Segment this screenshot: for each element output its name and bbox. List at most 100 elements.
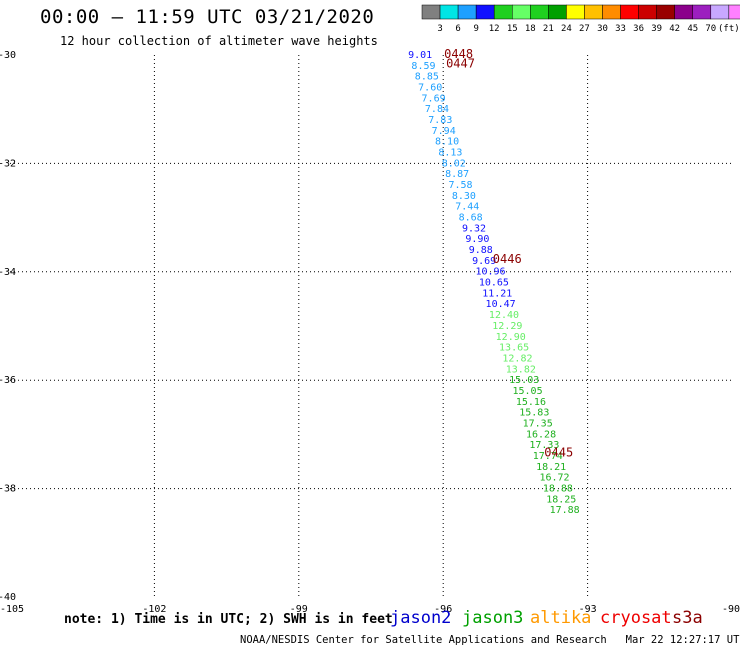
swh-data-label: 11.21 [482, 288, 512, 299]
swh-data-label: 7.58 [448, 180, 472, 191]
swh-data-label: 8.87 [445, 169, 469, 180]
swh-data-label: 8.30 [452, 191, 476, 202]
colorbar-swatch [728, 4, 740, 20]
swh-data-label: 8.85 [415, 72, 439, 83]
legend-jason2: jason2 [390, 608, 452, 628]
swh-data-label: 7.60 [418, 82, 442, 93]
swh-data-label: 8.68 [459, 213, 483, 224]
swh-data-label: 8.10 [435, 137, 459, 148]
y-tick-label: -40 [0, 592, 16, 603]
swh-data-label: 18.21 [536, 462, 566, 473]
y-tick-label: -30 [0, 50, 16, 61]
x-tick-label: -102 [142, 604, 166, 615]
colorbar-label: 33 [615, 24, 626, 34]
colorbar-swatch [638, 4, 657, 20]
x-tick-label: -90 [722, 604, 740, 615]
y-tick-label: -34 [0, 267, 16, 278]
swh-data-label: 8.59 [411, 61, 435, 72]
credit-text: NOAA/NESDIS Center for Satellite Applica… [240, 634, 607, 646]
units-note: note: 1) Time is in UTC; 2) SWH is in fe… [64, 612, 393, 627]
legend-jason3: jason3 [462, 608, 524, 628]
colorbar-label: 70 [705, 24, 716, 34]
colorbar-swatch [602, 4, 621, 20]
pass-time-label: 0448 [444, 47, 473, 61]
swh-data-label: 15.16 [516, 397, 546, 408]
colorbar-label: 45 [687, 24, 698, 34]
swh-data-label: 15.03 [509, 375, 539, 386]
pass-time-label: 0447 [446, 57, 475, 71]
colorbar-swatch [710, 4, 730, 20]
swh-data-label: 10.65 [479, 278, 509, 289]
colorbar-label: 15 [507, 24, 518, 34]
credit-line: NOAA/NESDIS Center for Satellite Applica… [240, 634, 740, 646]
colorbar-swatch [530, 4, 549, 20]
swh-data-label: 9.32 [462, 223, 486, 234]
swh-data-label: 8.02 [442, 158, 466, 169]
colorbar-swatch [421, 4, 441, 20]
colorbar-swatch [584, 4, 603, 20]
y-tick-label: -38 [0, 484, 16, 495]
swh-data-label: 15.83 [519, 408, 549, 419]
colorbar-label: 3 [437, 24, 442, 34]
colorbar-label: (ft) [718, 24, 740, 34]
swh-data-label: 16.72 [539, 473, 569, 484]
x-tick-label: -99 [290, 604, 308, 615]
swh-data-label: 9.90 [465, 234, 489, 245]
y-tick-label: -36 [0, 375, 16, 386]
swh-data-label: 7.83 [428, 115, 452, 126]
colorbar-label: 9 [473, 24, 478, 34]
swh-data-label: 7.84 [425, 104, 449, 115]
colorbar-label: 24 [561, 24, 572, 34]
swh-data-label: 8.13 [438, 147, 462, 158]
swh-data-label: 18.88 [543, 484, 573, 495]
colorbar-label: 18 [525, 24, 536, 34]
swh-data-label: 9.88 [469, 245, 493, 256]
legend-s3a: s3a [672, 608, 703, 628]
colorbar-swatch [548, 4, 567, 20]
colorbar-label: 21 [543, 24, 554, 34]
swh-data-label: 17.35 [523, 418, 553, 429]
swh-data-label: 17.74 [533, 451, 563, 462]
colorbar-swatch [674, 4, 694, 20]
colorbar-swatch [475, 4, 495, 20]
swh-data-label: 15.05 [513, 386, 543, 397]
swh-data-label: 7.69 [422, 93, 446, 104]
pass-time-label: 0446 [493, 252, 522, 266]
swh-data-label: 9.01 [408, 50, 432, 61]
colorbar-label: 39 [651, 24, 662, 34]
swh-data-label: 13.65 [499, 343, 529, 354]
colorbar-swatch [566, 4, 585, 20]
swh-data-label: 9.69 [472, 256, 496, 267]
x-tick-label: -96 [434, 604, 452, 615]
swh-data-label: 7.94 [432, 126, 456, 137]
swh-data-label: 17.33 [529, 440, 559, 451]
colorbar-label: 27 [579, 24, 590, 34]
swh-data-label: 12.40 [489, 310, 519, 321]
legend-altika: altika [530, 608, 592, 628]
swh-data-label: 18.25 [546, 494, 576, 505]
colorbar-swatch [512, 4, 531, 20]
swh-data-label: 12.90 [496, 332, 526, 343]
legend-cryosat: cryosat [600, 608, 672, 628]
swh-data-label: 16.28 [526, 429, 556, 440]
colorbar-label: 6 [455, 24, 460, 34]
y-tick-label: -32 [0, 158, 16, 169]
colorbar-swatch [692, 4, 712, 20]
generated-timestamp: Mar 22 12:27:17 UTC 2020 [625, 634, 740, 646]
swh-data-label: 12.82 [502, 353, 532, 364]
colorbar-label: 30 [597, 24, 608, 34]
swh-data-label: 7.44 [455, 202, 479, 213]
colorbar-swatch [656, 4, 675, 20]
chart-title: 00:00 – 11:59 UTC 03/21/2020 [40, 6, 375, 28]
pass-time-label: 0445 [544, 445, 573, 459]
x-tick-label: -93 [579, 604, 597, 615]
colorbar-label: 36 [633, 24, 644, 34]
swh-data-label: 10.96 [475, 267, 505, 278]
swh-data-label: 10.47 [486, 299, 516, 310]
swh-data-label: 12.29 [492, 321, 522, 332]
colorbar-swatch [457, 4, 477, 20]
x-tick-label: -105 [0, 604, 24, 615]
colorbar-swatch [620, 4, 639, 20]
